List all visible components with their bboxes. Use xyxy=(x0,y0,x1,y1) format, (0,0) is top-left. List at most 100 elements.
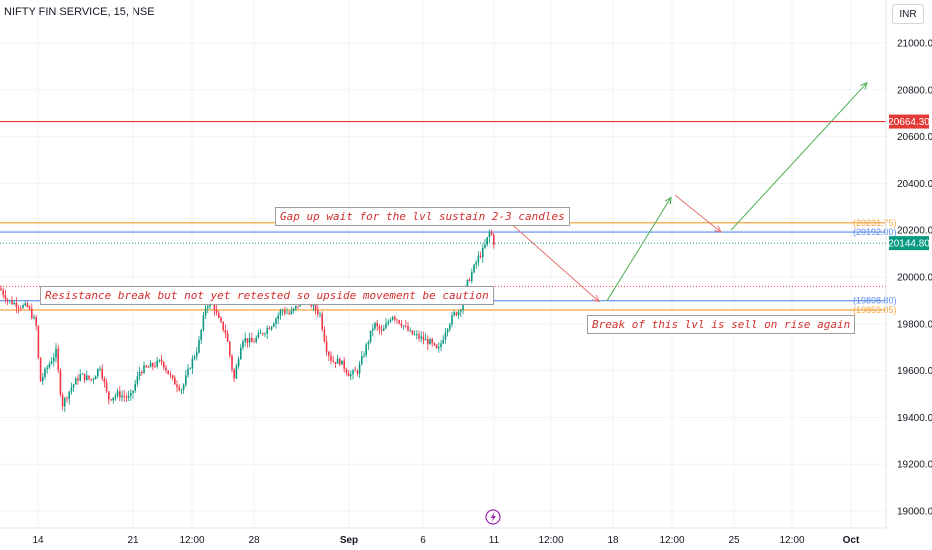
time-tick-label: 12:00 xyxy=(779,535,804,546)
candle-body xyxy=(477,255,480,263)
candle-body xyxy=(332,360,334,362)
candle-body xyxy=(460,310,462,312)
last-price-text: 20144.80 xyxy=(888,239,930,250)
candle-body xyxy=(77,378,79,381)
note-gap-up: Gap up wait for the lvl sustain 2-3 cand… xyxy=(275,207,570,226)
time-tick-label: 12:00 xyxy=(538,535,563,546)
symbol-title: NIFTY FIN SERVICE, 15, NSE xyxy=(4,6,155,18)
candle-body xyxy=(37,326,40,358)
candle-body xyxy=(347,372,350,377)
candle-body xyxy=(451,315,453,325)
candle-body xyxy=(367,341,370,345)
candle-body xyxy=(420,336,422,339)
candle-body xyxy=(292,308,295,311)
time-tick-label: Oct xyxy=(843,535,860,546)
candle-body xyxy=(334,361,337,364)
candle-body xyxy=(281,310,284,312)
candle-body xyxy=(262,333,264,335)
price-tick-label: 20200.00 xyxy=(897,226,932,237)
candle-body xyxy=(169,374,172,376)
candle-body xyxy=(185,375,187,385)
candle-body xyxy=(380,329,383,331)
candle-body xyxy=(103,378,106,383)
candle-body xyxy=(50,361,53,364)
price-tick-label: 21000.00 xyxy=(897,39,932,50)
level-label-blue-lower: (19898.80) xyxy=(853,296,897,306)
time-tick-label: 11 xyxy=(489,535,500,546)
candle-body xyxy=(411,330,414,335)
level-tag-red-resistance xyxy=(889,114,929,129)
candle-body xyxy=(486,237,488,245)
grid xyxy=(0,0,886,528)
candle-body xyxy=(94,376,97,380)
candle-body xyxy=(72,384,75,388)
candle-body xyxy=(116,391,119,396)
candle-body xyxy=(444,332,447,340)
candle-body xyxy=(290,310,293,314)
candle-body xyxy=(174,377,176,385)
time-tick-label: 18 xyxy=(607,535,619,546)
candle-body xyxy=(28,306,31,309)
candle-body xyxy=(427,339,429,345)
candle-body xyxy=(374,323,376,329)
time-tick-label: 14 xyxy=(32,535,44,546)
candle-body xyxy=(473,264,475,273)
candle-body xyxy=(354,370,356,372)
candle-body xyxy=(24,303,26,306)
candle-body xyxy=(235,366,238,379)
currency-button[interactable]: INR xyxy=(892,4,924,24)
candle-body xyxy=(101,368,103,379)
candle-body xyxy=(438,347,440,349)
candle-body xyxy=(0,288,2,291)
candle-body xyxy=(378,326,381,330)
candle-body xyxy=(68,391,70,399)
candle-body xyxy=(213,300,216,311)
price-tick-label: 20400.00 xyxy=(897,179,932,190)
candle-body xyxy=(288,312,290,314)
level-label-orange-upper: (20231.75) xyxy=(853,218,897,228)
arrow-red-2 xyxy=(674,194,722,233)
time-tick-label: 12:00 xyxy=(179,535,204,546)
candle-body xyxy=(343,360,345,370)
time-tick-label: 25 xyxy=(728,535,740,546)
candle-body xyxy=(273,323,275,327)
candle-body xyxy=(81,373,84,375)
candle-body xyxy=(363,355,365,357)
candle-body xyxy=(295,305,297,309)
candle-body xyxy=(330,355,332,361)
candle-body xyxy=(376,323,378,327)
candle-body xyxy=(229,341,231,356)
candle-body xyxy=(405,325,407,327)
candle-body xyxy=(394,316,396,320)
candle-body xyxy=(435,344,438,349)
candle-body xyxy=(35,317,37,327)
candle-body xyxy=(119,391,121,398)
candle-body xyxy=(413,334,416,336)
candle-body xyxy=(407,325,409,331)
candle-body xyxy=(416,334,418,336)
candle-body xyxy=(493,234,495,245)
candle-body xyxy=(442,339,444,344)
candle-body xyxy=(317,309,319,315)
arrowhead-red-2 xyxy=(714,225,722,233)
candle-body xyxy=(279,310,282,316)
candle-body xyxy=(356,371,359,374)
price-tick-label: 20800.00 xyxy=(897,85,932,96)
candle-body xyxy=(453,312,455,316)
time-tick-label: 28 xyxy=(248,535,260,546)
lightning-icon[interactable] xyxy=(485,509,501,525)
candle-body xyxy=(248,337,251,343)
candle-body xyxy=(242,341,244,348)
candle-body xyxy=(105,382,108,392)
candle-body xyxy=(488,231,491,238)
candle-body xyxy=(90,378,92,380)
candle-body xyxy=(466,279,469,287)
candle-body xyxy=(46,367,48,369)
candle-body xyxy=(39,357,42,382)
candle-body xyxy=(325,341,328,353)
candle-body xyxy=(328,352,330,356)
candle-body xyxy=(429,339,431,345)
note-resistance: Resistance break but not yet retested so… xyxy=(40,286,494,305)
candle-body xyxy=(167,370,169,375)
